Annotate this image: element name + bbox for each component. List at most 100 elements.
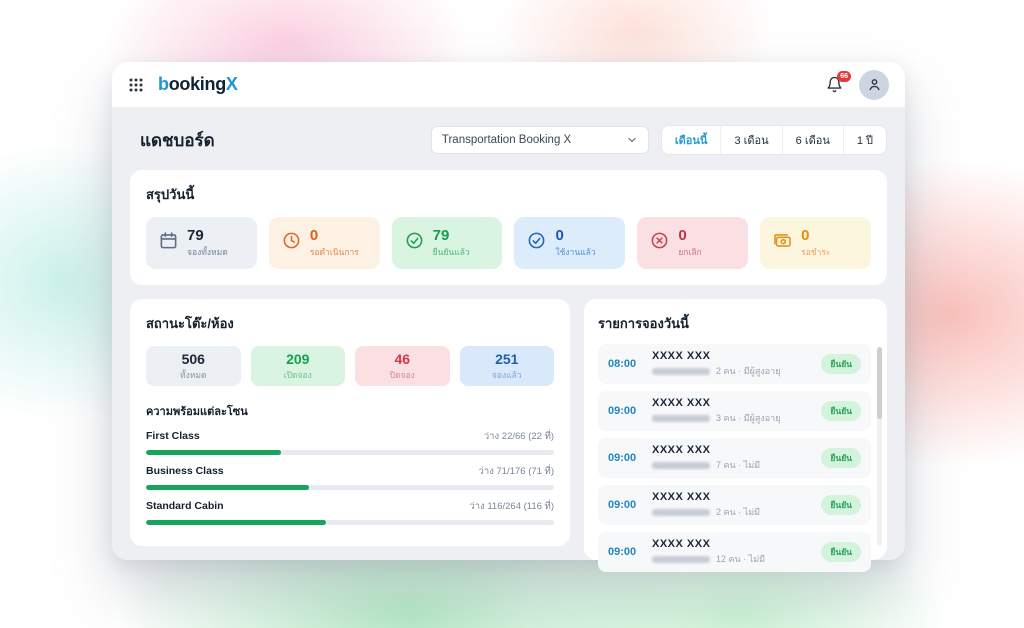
zone-progress-fill [146,520,326,525]
notification-count-badge: 66 [837,71,851,82]
booking-time: 09:00 [608,499,637,511]
stat-value: 79 [432,227,450,245]
period-filter-1-year[interactable]: 1 ปี [842,126,886,154]
period-filter-this-month[interactable]: เดือนนี้ [674,135,708,147]
mini-stat-open: 209 เปิดจอง [250,346,345,386]
business-selector-value: Transportation Booking X [441,134,572,146]
app-window: bookingX 66 แดชบอร์ด Transportation Book… [112,62,905,572]
logo-part-mid: ooking [168,74,227,94]
clock-icon [282,231,301,255]
stat-card-pending: 0 รอดำเนินการ [268,217,380,269]
bookings-scrollbar-track[interactable] [877,347,882,546]
stat-value: 0 [678,227,687,245]
zones-title: ความพร้อมแต่ละโซน [146,406,248,418]
banknote-icon [773,231,792,255]
top-navbar: bookingX 66 [112,62,905,108]
redacted-phone [652,555,710,563]
zone-availability: ว่าง 71/176 (71 ที่) [478,466,554,477]
stat-label: ใช้งานแล้ว [555,246,596,257]
zone-progress-track [146,520,554,525]
stat-label: ยืนยันแล้ว [432,246,470,257]
booking-guest-name: XXXX XXX [652,444,711,456]
today-summary-panel: สรุปวันนี้ 79 จองทั้งหมด [130,170,887,285]
booking-details: 7 คน · ไม่มี [716,460,761,470]
booking-details: 12 คน · ไม่มี [716,554,766,564]
bookings-scrollbar-thumb[interactable] [877,347,882,419]
bookings-title: รายการจองวันนี้ [598,316,689,331]
stat-card-cancelled: 0 ยกเลิก [637,217,749,269]
user-avatar[interactable] [859,69,889,100]
zone-progress-fill [146,485,310,490]
period-filter-group: เดือนนี้ 3 เดือน 6 เดือน 1 ปี [660,125,887,155]
booking-status-badge: ยืนยัน [821,542,861,562]
booking-guest-name: XXXX XXX [652,538,711,550]
zone-availability: ว่าง 22/66 (22 ที่) [483,431,554,442]
mini-stat-label: ทั้งหมด [180,369,207,380]
booking-guest-name: XXXX XXX [652,397,711,409]
check-circle-icon [405,231,424,255]
period-filter-6-months[interactable]: 6 เดือน [781,126,843,154]
booking-list-item[interactable]: 09:00 XXXX XXX 3 คน · มีผู้สูงอายุ ยืนยั… [598,391,871,431]
mini-stat-value: 46 [394,350,411,367]
stat-label: ยกเลิก [678,246,702,257]
booking-details: 2 คน · ไม่มี [716,507,761,517]
zone-row-business-class: Business Class ว่าง 71/176 (71 ที่) [146,464,554,490]
bookingx-logo[interactable]: bookingX [158,74,238,95]
zone-name: First Class [146,430,200,442]
booking-time: 08:00 [608,358,637,370]
calendar-icon [159,231,178,255]
stat-label: รอชำระ [801,246,831,257]
summary-title: สรุปวันนี้ [146,187,195,202]
table-status-stats: 506 ทั้งหมด 209 เปิดจอง 46 ปิดจอง 251 จอ… [146,346,554,386]
booking-list-item[interactable]: 09:00 XXXX XXX 2 คน · ไม่มี ยืนยัน [598,485,871,525]
business-selector-dropdown[interactable]: Transportation Booking X [430,126,649,154]
stat-card-total-bookings: 79 จองทั้งหมด [146,217,257,269]
booking-status-badge: ยืนยัน [821,448,861,468]
mini-stat-closed: 46 ปิดจอง [355,346,450,386]
notifications-bell-icon[interactable]: 66 [826,71,851,93]
mini-stat-label: ปิดจอง [389,369,415,380]
zone-name: Business Class [146,465,224,477]
zone-row-first-class: First Class ว่าง 22/66 (22 ที่) [146,429,554,455]
mini-stat-label: จองแล้ว [491,369,522,380]
mini-stat-value: 251 [495,350,519,367]
stat-card-used: 0 ใช้งานแล้ว [514,217,626,269]
summary-cards-row: 79 จองทั้งหมด 0 รอดำเนินการ [146,217,871,269]
navbar-actions: 66 [826,69,889,100]
booking-list-item[interactable]: 08:00 XXXX XXX 2 คน · มีผู้สูงอายุ ยืนยั… [598,344,871,384]
redacted-phone [652,367,710,375]
mini-stat-total: 506 ทั้งหมด [146,346,241,386]
booking-details: 3 คน · มีผู้สูงอายุ [716,413,781,423]
redacted-phone [652,461,710,469]
app-launcher-grid-icon[interactable] [128,77,144,93]
booking-details: 2 คน · มีผู้สูงอายุ [716,366,781,376]
stat-value: 79 [187,227,204,245]
page-title: แดชบอร์ด [140,130,215,150]
mini-stat-value: 209 [286,350,310,367]
x-circle-icon [650,231,669,255]
mini-stat-booked: 251 จองแล้ว [459,346,554,386]
booking-status-badge: ยืนยัน [821,495,861,515]
booking-time: 09:00 [608,405,637,417]
chevron-down-icon [626,134,638,146]
stat-value: 0 [555,227,564,245]
logo-part-x: X [225,74,238,94]
stat-label: รอดำเนินการ [309,246,359,257]
zone-progress-track [146,485,554,490]
zone-progress-track [146,450,554,455]
stat-value: 0 [309,227,319,245]
booking-time: 09:00 [608,452,637,464]
booking-list-item[interactable]: 09:00 XXXX XXX 12 คน · ไม่มี ยืนยัน [598,532,871,572]
booking-list-item[interactable]: 09:00 XXXX XXX 7 คน · ไม่มี ยืนยัน [598,438,871,478]
redacted-phone [652,508,710,516]
logo-part-b: b [158,74,169,94]
dashboard-content: แดชบอร์ด Transportation Booking X เดือนน… [112,108,905,572]
period-filter-3-months[interactable]: 3 เดือน [720,126,781,154]
booking-guest-name: XXXX XXX [652,350,711,362]
table-status-panel: สถานะโต๊ะ/ห้อง 506 ทั้งหมด 209 เปิดจอง 4… [130,299,570,546]
stat-value: 0 [801,227,810,245]
mini-stat-label: เปิดจอง [283,369,312,380]
page-header: แดชบอร์ด Transportation Booking X เดือนน… [130,125,887,155]
bookings-list: 08:00 XXXX XXX 2 คน · มีผู้สูงอายุ ยืนยั… [598,344,871,572]
mini-stat-value: 506 [181,350,205,367]
